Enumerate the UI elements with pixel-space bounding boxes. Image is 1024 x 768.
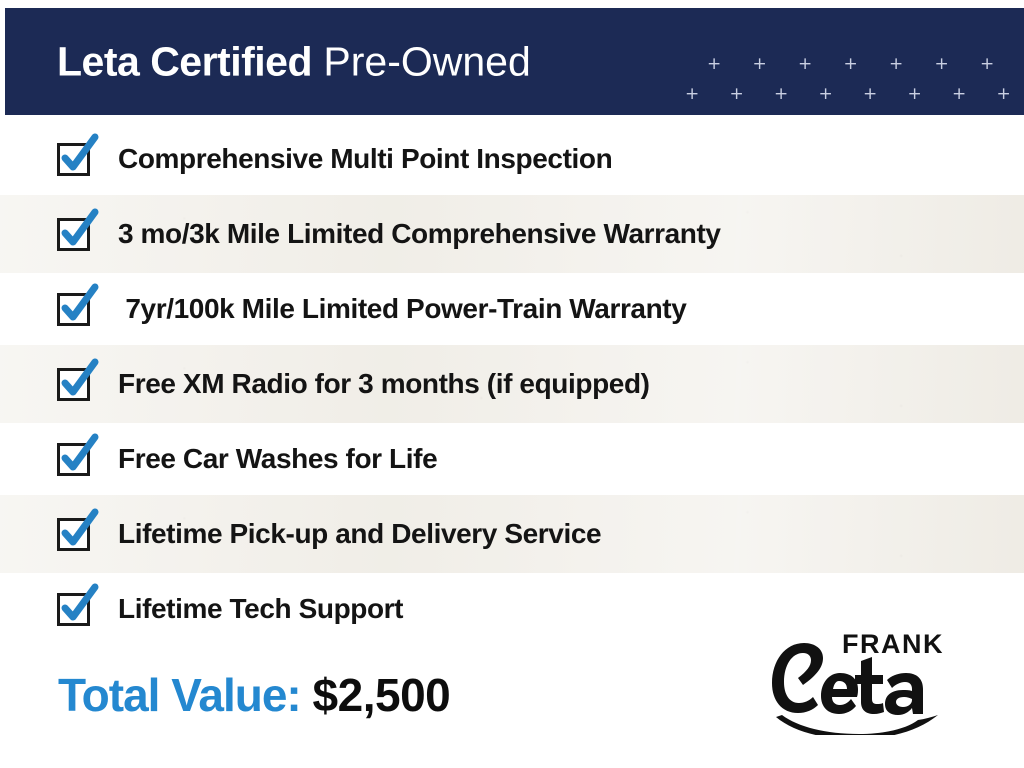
checkbox-checked[interactable] [57, 433, 99, 476]
benefit-row: Lifetime Pick-up and Delivery Service [0, 495, 1024, 573]
check-mark-icon [61, 283, 99, 320]
plus-mark-icon: + [934, 54, 949, 74]
page-title-light [312, 38, 323, 84]
benefit-row: Free XM Radio for 3 months (if equipped) [0, 345, 1024, 423]
checkbox-checked[interactable] [57, 133, 99, 176]
check-mark-icon [61, 208, 99, 245]
plus-decoration-group: + + + + + + + + + + + + + + + [685, 46, 1024, 108]
checkbox-checked[interactable] [57, 208, 99, 251]
benefit-row: Lifetime Tech Support [0, 570, 1024, 648]
benefit-label: Lifetime Pick-up and Delivery Service [118, 518, 602, 549]
plus-mark-icon: + [798, 54, 813, 74]
plus-mark-icon: + [818, 84, 833, 104]
benefit-row: 3 mo/3k Mile Limited Comprehensive Warra… [0, 195, 1024, 273]
benefit-label: 7yr/100k Mile Limited Power-Train Warran… [118, 293, 687, 324]
page-title-strong: Leta Certified [57, 38, 313, 84]
plus-mark-icon: + [996, 84, 1011, 104]
plus-mark-icon: + [907, 84, 922, 104]
plus-mark-icon: + [952, 84, 967, 104]
benefit-label: Free XM Radio for 3 months (if equipped) [118, 368, 650, 399]
plus-mark-icon: + [843, 54, 858, 74]
page-title: Leta Certified Pre-Owned [57, 41, 531, 82]
logo-leta-script-icon [772, 643, 938, 735]
plus-mark-icon: + [707, 54, 722, 74]
benefits-list: Comprehensive Multi Point Inspection 3 mo… [0, 120, 1024, 630]
plus-mark-icon: + [685, 84, 700, 104]
check-mark-icon [61, 133, 99, 170]
benefit-row: Comprehensive Multi Point Inspection [0, 120, 1024, 198]
checkbox-checked[interactable] [57, 358, 99, 401]
plus-mark-icon: + [774, 84, 789, 104]
check-mark-icon [61, 583, 99, 620]
plus-decoration-row-top: + + + + + + + [685, 54, 1024, 76]
benefit-label: Free Car Washes for Life [118, 443, 438, 474]
checkbox-checked[interactable] [57, 283, 99, 326]
plus-mark-icon: + [752, 54, 767, 74]
plus-mark-icon: + [889, 54, 904, 74]
checkbox-checked[interactable] [57, 583, 99, 626]
benefit-row: 7yr/100k Mile Limited Power-Train Warran… [0, 270, 1024, 348]
plus-mark-icon: + [980, 54, 995, 74]
total-value-space [301, 669, 313, 721]
benefit-label: Comprehensive Multi Point Inspection [118, 143, 613, 174]
logo-frank-text: FRANK [842, 629, 944, 659]
plus-mark-icon: + [729, 84, 744, 104]
check-mark-icon [61, 508, 99, 545]
checkbox-checked[interactable] [57, 508, 99, 551]
check-mark-icon [61, 433, 99, 470]
total-value-amount: $2,500 [312, 669, 451, 721]
benefit-row: Free Car Washes for Life [0, 420, 1024, 498]
frank-leta-logo: FRANK [760, 625, 960, 735]
plus-mark-icon: + [863, 84, 878, 104]
total-value-line: Total Value: $2,500 [58, 669, 451, 721]
benefit-label: 3 mo/3k Mile Limited Comprehensive Warra… [118, 218, 721, 249]
header-banner: Leta Certified Pre-Owned + + + + + + + + + + + + + +… [5, 8, 1024, 115]
check-mark-icon [61, 358, 99, 395]
benefit-label: Lifetime Tech Support [118, 593, 404, 624]
plus-decoration-row-bottom: + + + + + + + + [685, 84, 1024, 106]
page-title-light-text: Pre-Owned [323, 38, 531, 84]
total-value-label: Total Value: [58, 669, 302, 721]
